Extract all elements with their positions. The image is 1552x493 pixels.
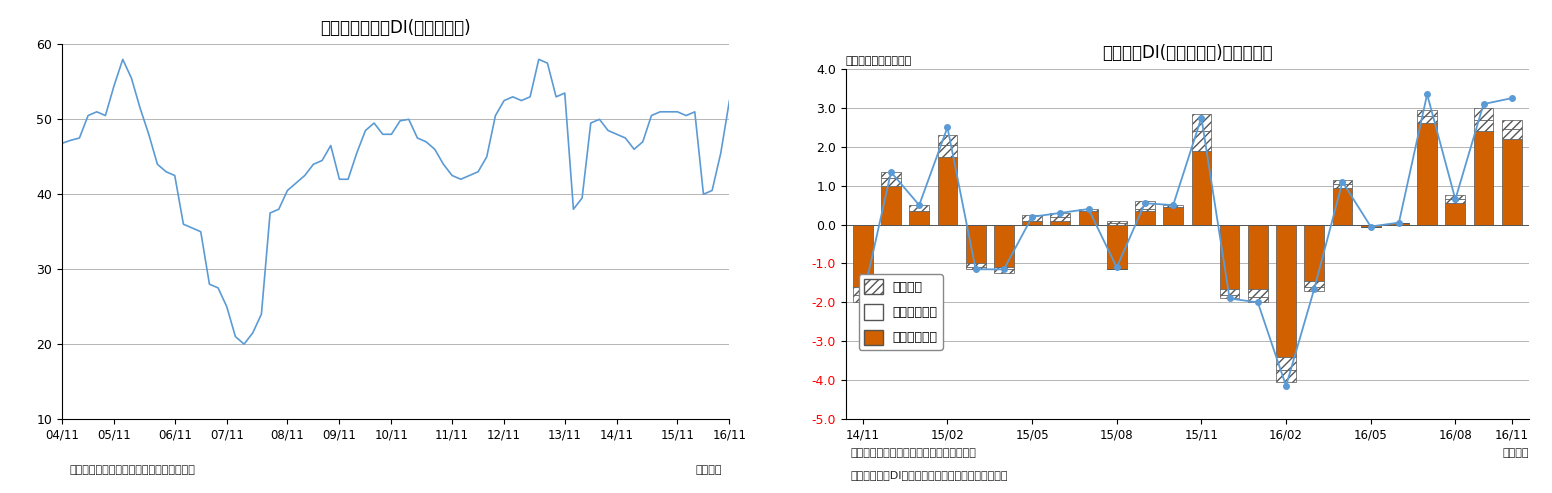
Bar [1220, 289, 1240, 295]
Bar [854, 225, 872, 287]
Bar [1023, 221, 1041, 225]
Bar [1333, 180, 1352, 184]
Bar [1051, 217, 1071, 221]
Legend: 雇用関連, 企業動向関連, 家計動向関連: 雇用関連, 企業動向関連, 家計動向関連 [858, 274, 942, 350]
Bar [1248, 289, 1268, 296]
Bar [1079, 211, 1099, 225]
Bar [1502, 129, 1521, 139]
Bar [1445, 203, 1465, 225]
Title: 現状判断DI(季節調整値)の変動要因: 現状判断DI(季節調整値)の変動要因 [1102, 44, 1273, 62]
Bar [1417, 110, 1437, 116]
Bar [1135, 209, 1155, 211]
Bar [854, 295, 872, 302]
Bar [1248, 296, 1268, 302]
Bar [1164, 207, 1183, 225]
Bar [1389, 223, 1409, 225]
Text: （注）分野別DIの前月差に各ウェイトを乗じて算出: （注）分野別DIの前月差に各ウェイトを乗じて算出 [850, 470, 1007, 480]
Bar [993, 267, 1013, 269]
Bar [993, 269, 1013, 273]
Bar [1361, 225, 1381, 226]
Bar [1135, 211, 1155, 225]
Text: （月次）: （月次） [1502, 448, 1529, 458]
Text: （資料）内閣府「景気ウォッチャー調査」: （資料）内閣府「景気ウォッチャー調査」 [850, 448, 976, 458]
Bar [1417, 116, 1437, 123]
Bar [965, 267, 986, 269]
Bar [1502, 139, 1521, 225]
Bar [1079, 209, 1099, 211]
Bar [1333, 188, 1352, 225]
Bar [965, 263, 986, 267]
Bar [1023, 215, 1041, 221]
Bar [1333, 184, 1352, 188]
Bar [909, 205, 930, 211]
Bar [882, 172, 900, 178]
Bar [854, 287, 872, 295]
Bar [1192, 131, 1211, 151]
Bar [1135, 201, 1155, 209]
Bar [937, 135, 958, 145]
Bar [1474, 120, 1493, 131]
Bar [1107, 221, 1127, 223]
Bar [909, 211, 930, 225]
Bar [1474, 108, 1493, 120]
Bar [882, 186, 900, 225]
Bar [937, 157, 958, 225]
Bar [882, 178, 900, 186]
Bar [1502, 120, 1521, 129]
Bar [937, 145, 958, 157]
Bar [1417, 123, 1437, 225]
Bar [1445, 195, 1465, 199]
Bar [1220, 295, 1240, 298]
Bar [1192, 114, 1211, 131]
Bar [1474, 131, 1493, 225]
Text: （月次）: （月次） [695, 465, 722, 475]
Bar [1107, 223, 1127, 225]
Bar [1304, 225, 1324, 281]
Bar [1276, 370, 1296, 382]
Bar [1051, 213, 1071, 217]
Bar [965, 225, 986, 263]
Bar [1276, 225, 1296, 357]
Text: （前月差、ポイント）: （前月差、ポイント） [846, 56, 913, 66]
Title: 景気の現状判断DI(季節調整値): 景気の現状判断DI(季節調整値) [320, 19, 472, 37]
Bar [993, 225, 1013, 267]
Bar [1276, 357, 1296, 370]
Bar [1304, 281, 1324, 287]
Bar [1051, 221, 1071, 225]
Bar [1304, 287, 1324, 291]
Bar [1164, 205, 1183, 207]
Bar [1192, 151, 1211, 225]
Bar [1248, 225, 1268, 289]
Bar [1220, 225, 1240, 289]
Text: （資料）内閣府「景気ウォッチャー調査」: （資料）内閣府「景気ウォッチャー調査」 [70, 465, 196, 475]
Bar [1107, 225, 1127, 269]
Bar [1445, 199, 1465, 203]
